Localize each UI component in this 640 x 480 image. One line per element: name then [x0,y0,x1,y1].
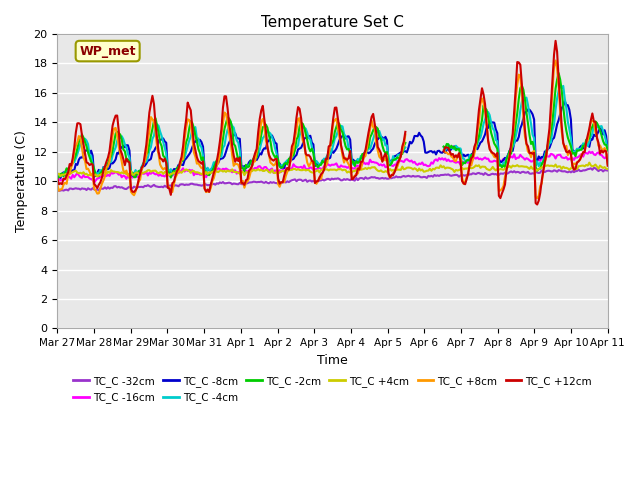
TC_C +8cm [218,132,225,137]
TC_C +12cm [121,162,129,168]
Text: WP_met: WP_met [79,45,136,58]
TC_C +4cm [575,163,582,169]
TC_C -8cm [561,98,568,104]
TC_C -32cm [237,181,245,187]
TC_C -4cm [294,143,302,148]
TC_C -8cm [246,157,254,163]
TC_C -16cm [575,154,582,160]
TC_C -16cm [586,149,593,155]
TC_C -2cm [575,148,582,154]
TC_C -16cm [219,166,227,172]
TC_C -8cm [54,174,61,180]
TC_C -4cm [604,148,612,154]
Legend: TC_C -32cm, TC_C -16cm, TC_C -8cm, TC_C -4cm, TC_C -2cm, TC_C +4cm, TC_C +8cm, T: TC_C -32cm, TC_C -16cm, TC_C -8cm, TC_C … [69,372,596,407]
Y-axis label: Temperature (C): Temperature (C) [15,130,28,232]
TC_C +4cm [93,174,101,180]
TC_C -8cm [219,155,227,161]
TC_C +12cm [575,158,582,164]
TC_C +8cm [575,159,582,165]
TC_C -8cm [296,146,303,152]
TC_C -32cm [590,165,598,171]
TC_C -8cm [604,147,612,153]
TC_C -32cm [575,167,582,172]
TC_C -2cm [121,148,129,154]
TC_C +8cm [236,166,244,172]
TC_C -16cm [237,168,245,174]
TC_C -2cm [245,164,253,169]
X-axis label: Time: Time [317,354,348,367]
TC_C -32cm [122,186,130,192]
TC_C +8cm [604,161,612,167]
TC_C +12cm [236,155,244,161]
TC_C -4cm [245,162,253,168]
TC_C +8cm [121,169,129,175]
TC_C -4cm [218,154,225,159]
TC_C -2cm [604,147,612,153]
Line: TC_C +12cm: TC_C +12cm [58,41,608,204]
TC_C -32cm [296,177,303,182]
Line: TC_C +4cm: TC_C +4cm [58,163,608,177]
TC_C -4cm [54,171,61,177]
TC_C -32cm [604,168,612,173]
TC_C -8cm [237,162,245,168]
TC_C -8cm [576,144,584,150]
TC_C +12cm [245,168,253,173]
Line: TC_C -8cm: TC_C -8cm [58,101,608,178]
TC_C -32cm [55,188,63,194]
TC_C +12cm [604,163,612,168]
TC_C +4cm [54,172,61,178]
TC_C -32cm [219,179,227,185]
TC_C -8cm [56,175,64,181]
TC_C +12cm [54,176,61,181]
Line: TC_C -2cm: TC_C -2cm [58,73,608,178]
TC_C -16cm [90,180,98,185]
TC_C -8cm [122,143,130,148]
TC_C +12cm [218,126,225,132]
TC_C -2cm [236,154,244,160]
TC_C +4cm [586,160,593,166]
TC_C +4cm [604,166,612,172]
TC_C +4cm [296,167,303,173]
TC_C -32cm [246,180,254,185]
TC_C -4cm [575,146,582,152]
TC_C -4cm [121,142,129,147]
TC_C +4cm [122,171,130,177]
TC_C -16cm [54,177,61,182]
TC_C -2cm [294,133,302,139]
Line: TC_C -32cm: TC_C -32cm [58,168,608,191]
TC_C +4cm [246,167,254,173]
Line: TC_C +8cm: TC_C +8cm [58,60,608,198]
Line: TC_C -16cm: TC_C -16cm [58,152,608,182]
TC_C -32cm [54,187,61,192]
TC_C +8cm [245,176,253,181]
TC_C +4cm [219,168,227,174]
Title: Temperature Set C: Temperature Set C [261,15,404,30]
TC_C +12cm [294,104,302,110]
TC_C +4cm [237,169,245,175]
TC_C -16cm [246,168,254,173]
TC_C -4cm [236,148,244,154]
TC_C +8cm [54,182,61,188]
TC_C -16cm [604,152,612,158]
Line: TC_C -4cm: TC_C -4cm [58,85,608,176]
TC_C -2cm [54,175,61,181]
TC_C -16cm [296,165,303,170]
TC_C -2cm [218,146,225,152]
TC_C +8cm [294,116,302,122]
TC_C -16cm [122,176,130,181]
